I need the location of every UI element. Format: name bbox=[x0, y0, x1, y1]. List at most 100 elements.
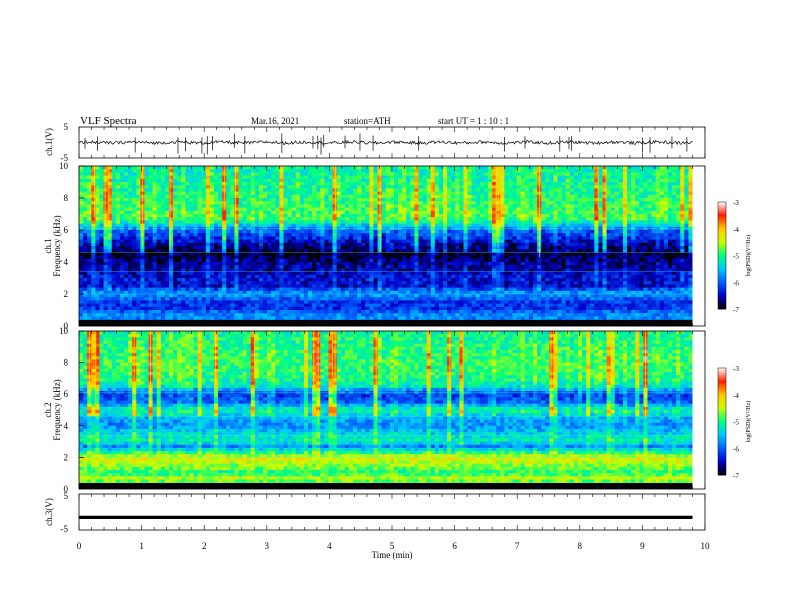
ch1-spectrogram-cell bbox=[99, 271, 104, 276]
ch1-spectrogram-cell bbox=[258, 230, 264, 234]
ch1-spectrogram-cell bbox=[627, 207, 632, 212]
ch1-spectrogram-cell bbox=[99, 230, 104, 234]
ch1-spectrogram-cell bbox=[504, 217, 509, 221]
ch1-spectrogram-cell bbox=[385, 268, 391, 272]
ch1-spectrogram-cell bbox=[87, 166, 92, 170]
ch1-spectrogram-cell bbox=[324, 169, 329, 173]
ch1-spectrogram-cell bbox=[332, 185, 338, 189]
ch1-spectrogram-cell bbox=[594, 230, 599, 234]
ch1-spectrogram-cell bbox=[246, 172, 252, 176]
ch1-spectrogram-cell bbox=[688, 249, 693, 253]
ch1-spectrogram-cell bbox=[447, 265, 452, 269]
ch1-spectrogram-cell bbox=[291, 198, 297, 202]
ch1-spectrogram-cell bbox=[189, 204, 194, 208]
ch1-spectrogram-cell bbox=[487, 217, 493, 221]
ch1-spectrogram-cell bbox=[107, 194, 113, 199]
ch1-spectrogram-cell bbox=[291, 185, 297, 189]
ch1-spectrogram-cell bbox=[602, 262, 607, 266]
ch1-spectrogram-cell bbox=[655, 194, 661, 199]
ch1-spectrogram-cell bbox=[471, 239, 477, 244]
ch1-spectrogram-cell bbox=[463, 230, 468, 234]
ch1-spectrogram-cell bbox=[672, 230, 677, 234]
ch1-spectrogram-cell bbox=[463, 242, 468, 247]
ch1-spectrogram-cell bbox=[508, 169, 513, 173]
ch1-spectrogram-cell bbox=[545, 246, 550, 250]
ch1-spectrogram-cell bbox=[577, 258, 583, 263]
ch1-spectrogram-cell bbox=[263, 191, 268, 196]
ch1-spectrogram-cell bbox=[320, 182, 325, 186]
ch1-spectrogram-cell bbox=[218, 265, 223, 269]
ch1-spectrogram-cell bbox=[492, 214, 497, 218]
ch1-spectrogram-cell bbox=[582, 175, 587, 180]
ch1-spectrogram-cell bbox=[136, 236, 141, 240]
ch1-spectrogram-cell bbox=[263, 185, 268, 189]
ch1-spectrogram-cell bbox=[422, 178, 428, 183]
ch1-spectrogram-cell bbox=[471, 249, 477, 253]
ch1-spectrogram-cell bbox=[381, 194, 387, 199]
ch1-spectrogram-cell bbox=[475, 198, 481, 202]
ch1-spectrogram-cell bbox=[213, 242, 219, 247]
ch1-spectrogram-cell bbox=[303, 230, 309, 234]
ch1-spectrogram-cell bbox=[242, 207, 248, 212]
ch1-spectrogram-cell bbox=[549, 172, 554, 176]
ch1-spectrogram-cell bbox=[291, 255, 297, 260]
ch1-spectrogram-cell bbox=[516, 185, 522, 189]
ch1-spectrogram-cell bbox=[414, 198, 419, 202]
ch1-spectrogram-cell bbox=[667, 252, 673, 256]
ch1-spectrogram-cell bbox=[504, 255, 509, 260]
ch1-spectrogram-cell bbox=[136, 242, 141, 247]
ch1-spectrogram-cell bbox=[447, 262, 452, 266]
ch1-spectrogram-cell bbox=[238, 182, 243, 186]
ch1-spectrogram-cell bbox=[483, 182, 489, 186]
ch1-spectrogram-cell bbox=[267, 230, 272, 234]
ch1-spectrogram-cell bbox=[381, 172, 387, 176]
ch1-spectrogram-cell bbox=[132, 194, 137, 199]
ch1-spectrogram-cell bbox=[606, 194, 612, 199]
ch1-spectrogram-cell bbox=[185, 207, 190, 212]
ch1-spectrogram-cell bbox=[672, 204, 677, 208]
ch1-spectrogram-cell bbox=[512, 204, 518, 208]
ch1-spectrogram-cell bbox=[246, 185, 252, 189]
ch1-spectrogram-cell bbox=[590, 220, 595, 224]
ch1-spectrogram-cell bbox=[577, 166, 583, 170]
ch1-spectrogram-cell bbox=[590, 258, 595, 263]
ch1-spectrogram-cell bbox=[586, 268, 591, 272]
ch1-spectrogram-cell bbox=[434, 172, 440, 176]
ch1-spectrogram-cell bbox=[136, 172, 141, 176]
ch1-spectrogram-cell bbox=[312, 239, 317, 244]
ch1-spectrogram-cell bbox=[622, 185, 628, 189]
ch1-spectrogram-cell bbox=[185, 249, 190, 253]
ch1-spectrogram-cell bbox=[324, 233, 329, 237]
ch1-spectrogram-cell bbox=[128, 220, 133, 224]
ch1-spectrogram-cell bbox=[492, 191, 497, 196]
ch1-spectrogram-cell bbox=[532, 210, 538, 215]
ch1-spectrogram-cell bbox=[389, 178, 395, 183]
ch1-spectrogram-cell bbox=[586, 191, 591, 196]
ch1-spectrogram-cell bbox=[193, 246, 199, 250]
ch1-spectrogram-cell bbox=[459, 236, 464, 240]
ch1-spectrogram-cell bbox=[79, 252, 84, 256]
ch1-spectrogram-cell bbox=[308, 236, 313, 240]
ch1-spectrogram-cell bbox=[336, 223, 342, 228]
ch1-spectrogram-cell bbox=[598, 172, 603, 176]
ch1-spectrogram-cell bbox=[234, 194, 239, 199]
ch1-spectrogram-cell bbox=[357, 239, 362, 244]
ch1-spectrogram-cell bbox=[451, 169, 456, 173]
ch1-spectrogram-cell bbox=[389, 201, 395, 205]
ch1-spectrogram-cell bbox=[410, 175, 415, 180]
ch1-spectrogram-cell bbox=[545, 182, 550, 186]
ch1-spectrogram-cell bbox=[602, 172, 607, 176]
ch1-spectrogram-cell bbox=[119, 172, 125, 176]
ch1-spectrogram-cell bbox=[173, 185, 178, 189]
ch1-spectrogram-cell bbox=[222, 210, 227, 215]
ch1-spectrogram-cell bbox=[676, 175, 681, 180]
ch1-spectrogram-cell bbox=[520, 166, 526, 170]
ch1-spectrogram-cell bbox=[373, 255, 378, 260]
ch1-spectrogram-cell bbox=[193, 268, 199, 272]
ch1-spectrogram-cell bbox=[549, 182, 554, 186]
ch1-spectrogram-cell bbox=[148, 201, 154, 205]
ch1-spectrogram-cell bbox=[577, 233, 583, 237]
ch1-spectrogram-cell bbox=[222, 242, 227, 247]
ch1-spectrogram-cell bbox=[438, 233, 444, 237]
ch1-spectrogram-cell bbox=[132, 265, 137, 269]
